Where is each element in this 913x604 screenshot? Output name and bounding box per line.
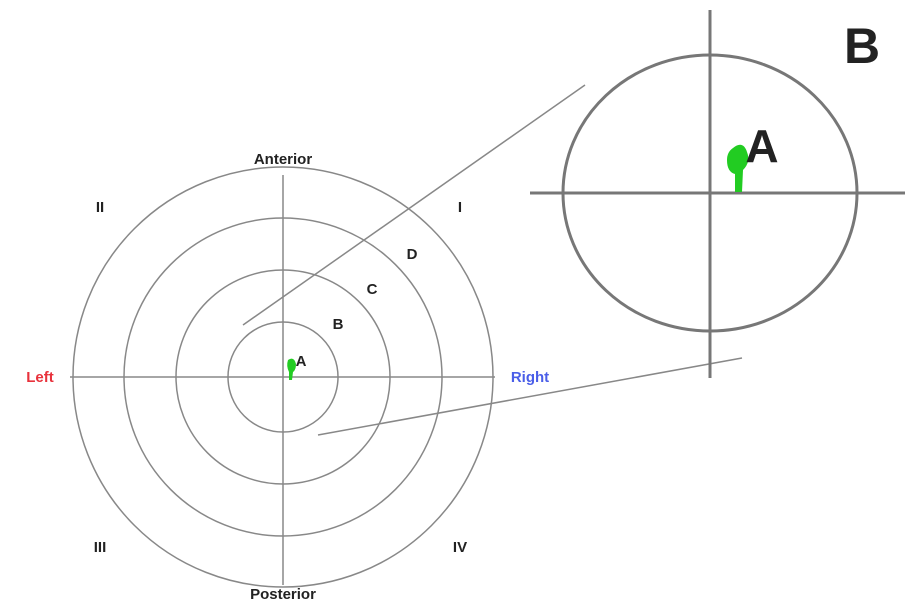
direction-label: Right — [511, 369, 549, 386]
direction-label: Posterior — [250, 586, 316, 603]
direction-label: Anterior — [254, 151, 313, 168]
inset-label: A — [745, 120, 778, 172]
quadrant-label: I — [458, 199, 462, 216]
zone-label: B — [333, 316, 344, 333]
connector — [242, 84, 586, 326]
inset: A — [530, 10, 905, 378]
connector — [317, 357, 743, 436]
point-cluster — [727, 144, 749, 192]
direction-label: Left — [26, 369, 54, 386]
zone-label: D — [407, 246, 418, 263]
quadrant-label: II — [96, 199, 104, 216]
target — [70, 166, 495, 588]
zone-label: C — [367, 281, 378, 298]
panel-label: B — [844, 18, 880, 74]
zone-label: A — [296, 353, 307, 370]
point-cluster — [287, 358, 296, 380]
quadrant-label: III — [94, 539, 107, 556]
quadrant-label: IV — [453, 539, 467, 556]
